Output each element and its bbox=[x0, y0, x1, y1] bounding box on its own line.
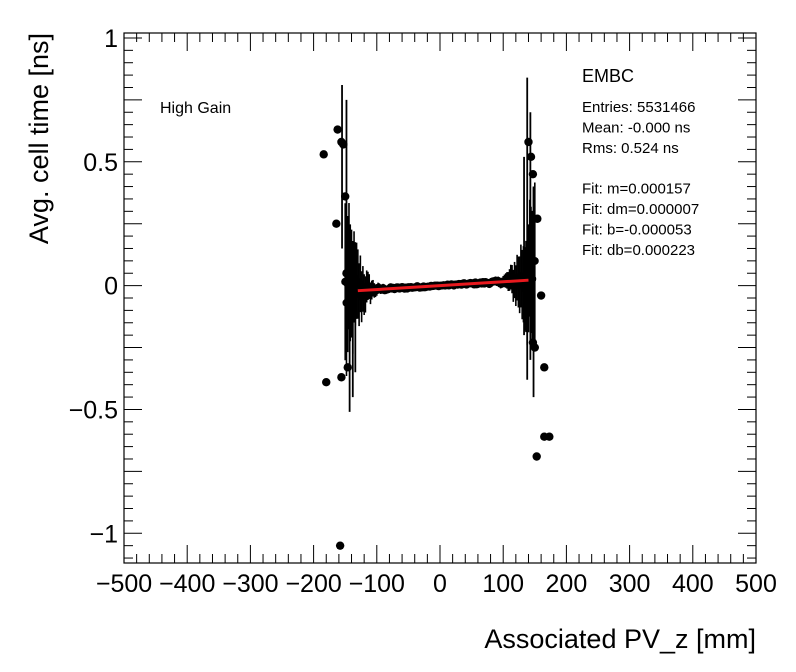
outlier-point bbox=[342, 269, 351, 278]
x-tick-label: 100 bbox=[482, 570, 524, 598]
data-point bbox=[344, 262, 353, 271]
stats-line: Rms: 0.524 ns bbox=[582, 140, 679, 157]
stats-box: Entries: 5531466 Mean: -0.000 ns Rms: 0.52… bbox=[582, 99, 699, 259]
x-tick-label: 300 bbox=[609, 570, 651, 598]
y-tick-label: 0 bbox=[104, 273, 118, 301]
outlier-point bbox=[533, 214, 542, 223]
x-tick-labels: −500 −400 −300 −200 −100 0 100 200 300 400 500 bbox=[96, 570, 777, 598]
stats-line: Fit: db=0.000223 bbox=[582, 242, 695, 259]
y-tick-label: 1 bbox=[104, 25, 118, 53]
x-axis-title: Associated PV_z [mm] bbox=[484, 624, 756, 654]
x-tick-label: −500 bbox=[96, 570, 152, 598]
y-tick-label: −1 bbox=[89, 520, 118, 548]
stats-line: Fit: m=0.000157 bbox=[582, 181, 691, 198]
data-point bbox=[521, 282, 530, 291]
stats-title: EMBC bbox=[582, 66, 634, 86]
x-tick-label: 500 bbox=[735, 570, 777, 598]
data-point bbox=[528, 274, 537, 283]
y-tick-label: 0.5 bbox=[83, 149, 118, 177]
y-tick-labels: −1 −0.5 0 0.5 1 bbox=[69, 25, 118, 548]
outlier-point bbox=[526, 152, 536, 162]
x-tick-label: −300 bbox=[222, 570, 278, 598]
y-axis-title: Avg. cell time [ns] bbox=[24, 33, 54, 244]
gain-annotation: High Gain bbox=[160, 100, 231, 117]
outlier-point bbox=[322, 378, 331, 387]
stats-line: Mean: -0.000 ns bbox=[582, 119, 690, 136]
x-tick-label: −100 bbox=[349, 570, 405, 598]
stats-line: Fit: b=-0.000053 bbox=[582, 221, 692, 238]
data-point bbox=[342, 298, 351, 307]
y-tick-label: −0.5 bbox=[69, 396, 118, 424]
data-point bbox=[527, 265, 536, 274]
fit-line bbox=[357, 278, 529, 293]
outlier-point bbox=[545, 432, 554, 441]
x-tick-label: 200 bbox=[546, 570, 588, 598]
outlier-point bbox=[335, 541, 345, 550]
outlier-point bbox=[524, 137, 533, 147]
data-point bbox=[530, 256, 539, 265]
outlier-point bbox=[528, 338, 538, 347]
stats-line: Entries: 5531466 bbox=[582, 99, 695, 116]
x-tick-label: −400 bbox=[159, 570, 215, 598]
outlier-point bbox=[333, 125, 342, 134]
outlier-point bbox=[341, 192, 350, 201]
data-point bbox=[523, 291, 532, 300]
data-point bbox=[348, 300, 357, 309]
outlier-point bbox=[528, 169, 538, 179]
outlier-point bbox=[337, 373, 346, 382]
x-tick-label: 400 bbox=[672, 570, 714, 598]
outlier-point bbox=[536, 291, 546, 300]
outlier-point bbox=[540, 363, 549, 372]
tick-marks bbox=[123, 33, 757, 563]
outlier-point bbox=[532, 452, 541, 461]
data-point bbox=[516, 272, 525, 281]
error-bars bbox=[341, 77, 536, 412]
outlier-point bbox=[319, 150, 328, 159]
stats-line: Fit: dm=0.000007 bbox=[582, 201, 699, 218]
x-tick-label: −200 bbox=[285, 570, 341, 598]
outlier-point bbox=[339, 140, 348, 149]
outlier-point bbox=[343, 363, 352, 372]
x-tick-label: 0 bbox=[433, 570, 447, 598]
outlier-point bbox=[332, 219, 341, 228]
